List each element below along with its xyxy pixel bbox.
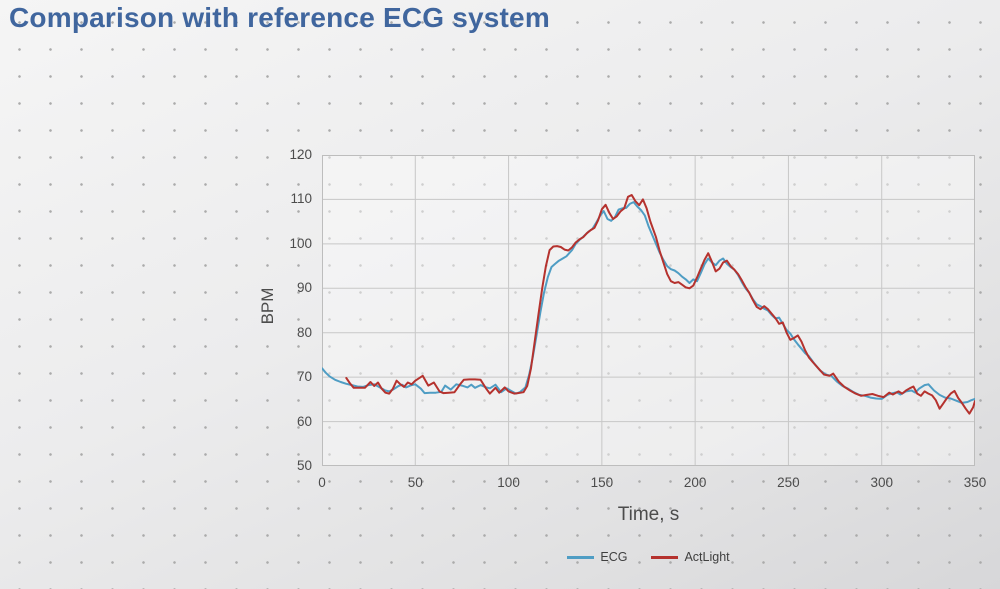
- x-tick-label: 150: [590, 475, 614, 490]
- x-tick-label: 350: [963, 475, 987, 490]
- legend-label-actlight: ActLight: [684, 550, 730, 564]
- actlight-line-swatch: [651, 555, 679, 559]
- comparison-chart: [322, 155, 975, 466]
- plot-border: [322, 155, 975, 466]
- y-tick-label: 120: [289, 147, 312, 162]
- x-axis-title: Time, s: [617, 504, 680, 525]
- chart-legend: ECG ActLight: [322, 550, 975, 564]
- x-tick-label: 0: [318, 475, 326, 490]
- y-tick-label: 60: [296, 413, 312, 429]
- x-tick-label: 200: [683, 475, 707, 490]
- ecg-line: [322, 201, 975, 404]
- chart-canvas: [322, 155, 975, 466]
- x-tick-label: 100: [497, 475, 520, 490]
- y-tick-label: 70: [296, 369, 312, 385]
- y-tick-label: 50: [296, 458, 312, 473]
- x-tick-label: 50: [407, 475, 423, 490]
- legend-label-ecg: ECG: [600, 550, 628, 564]
- actlight-line: [345, 194, 975, 415]
- y-tick-label: 100: [289, 235, 312, 251]
- y-tick-label: 110: [290, 191, 312, 207]
- legend-item-ecg: ECG: [567, 550, 627, 564]
- x-tick-label: 300: [870, 475, 893, 490]
- ecg-line-swatch: [567, 555, 595, 559]
- x-tick-label: 250: [777, 475, 800, 490]
- y-tick-label: 90: [296, 280, 312, 296]
- legend-item-actlight: ActLight: [651, 550, 730, 564]
- y-tick-label: 80: [296, 324, 312, 340]
- page-title: Comparison with reference ECG system: [9, 2, 550, 33]
